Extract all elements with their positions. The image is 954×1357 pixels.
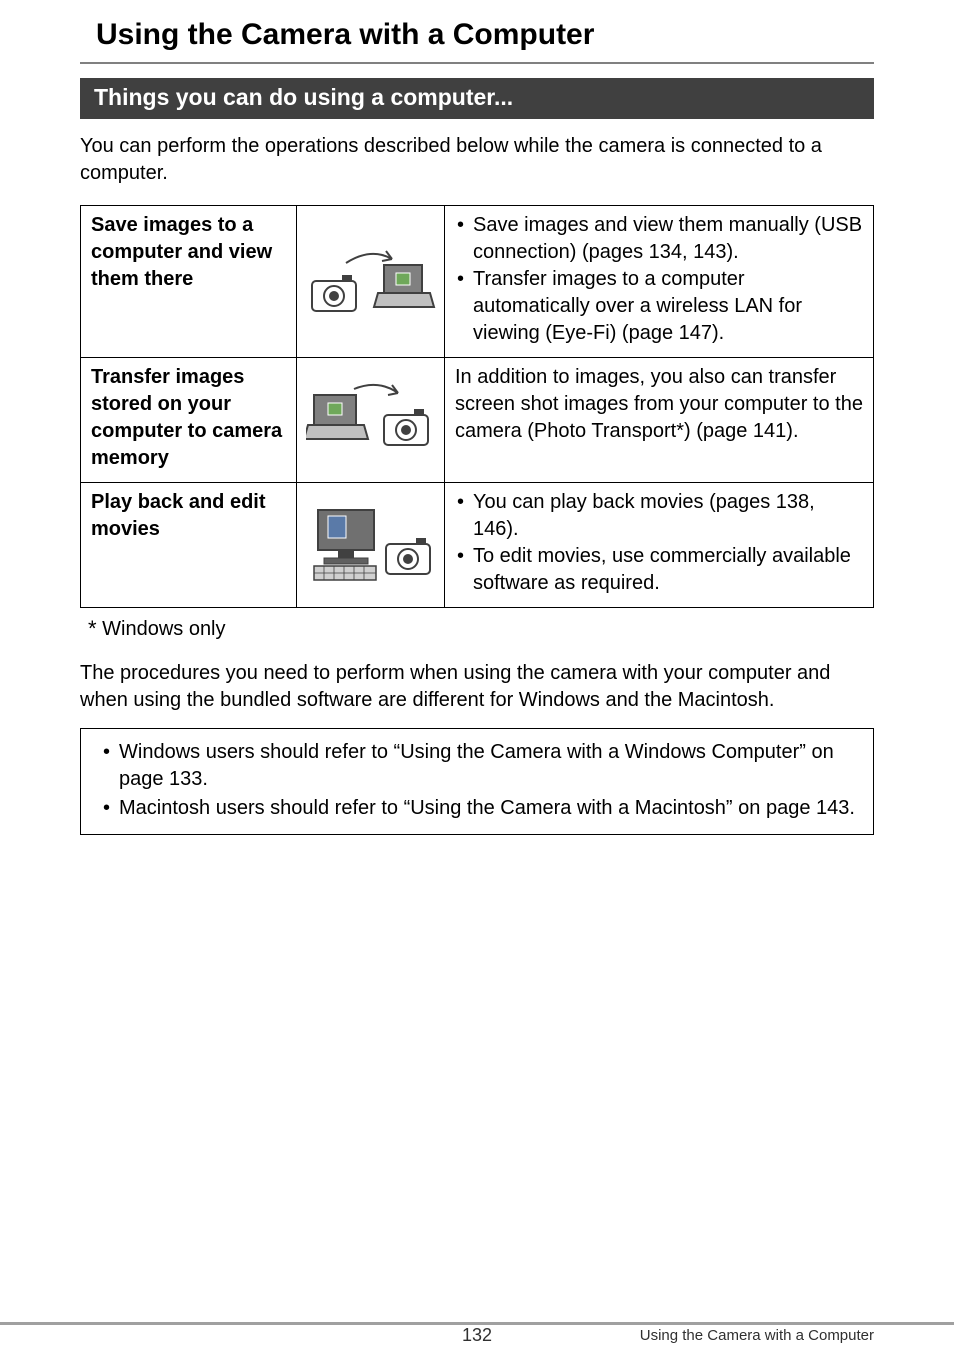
operation-title: Save images to a computer and view them … bbox=[81, 206, 297, 358]
operations-table: Save images to a computer and view them … bbox=[80, 205, 874, 608]
reference-item: Windows users should refer to “Using the… bbox=[95, 739, 859, 793]
content-area: Using the Camera with a Computer Things … bbox=[0, 0, 954, 835]
page-number: 132 bbox=[462, 1325, 492, 1346]
desc-item: Transfer images to a computer automatica… bbox=[455, 266, 863, 347]
intro-paragraph: You can perform the operations described… bbox=[80, 133, 874, 187]
footer-text: Using the Camera with a Computer bbox=[640, 1327, 874, 1344]
operation-illustration-cell bbox=[297, 358, 445, 483]
camera-to-laptop-icon bbox=[306, 237, 436, 327]
laptop-to-camera-icon bbox=[306, 375, 436, 465]
footnote-marker: * bbox=[88, 616, 97, 641]
operation-title: Play back and edit movies bbox=[81, 483, 297, 608]
page-footer: 132 Using the Camera with a Computer bbox=[0, 1322, 954, 1335]
table-row: Transfer images stored on your computer … bbox=[81, 358, 874, 483]
operation-illustration-cell bbox=[297, 483, 445, 608]
table-row: Save images to a computer and view them … bbox=[81, 206, 874, 358]
operation-description: In addition to images, you also can tran… bbox=[445, 358, 874, 483]
procedures-paragraph: The procedures you need to perform when … bbox=[80, 660, 874, 714]
desc-item: Save images and view them manually (USB … bbox=[455, 212, 863, 266]
operation-illustration-cell bbox=[297, 206, 445, 358]
operation-title: Transfer images stored on your computer … bbox=[81, 358, 297, 483]
desc-item: You can play back movies (pages 138, 146… bbox=[455, 489, 863, 543]
reference-item: Macintosh users should refer to “Using t… bbox=[95, 795, 859, 822]
operation-description: You can play back movies (pages 138, 146… bbox=[445, 483, 874, 608]
section-heading: Things you can do using a computer... bbox=[80, 78, 874, 119]
reference-box: Windows users should refer to “Using the… bbox=[80, 728, 874, 835]
footnote-text: Windows only bbox=[102, 618, 225, 640]
operation-description: Save images and view them manually (USB … bbox=[445, 206, 874, 358]
table-row: Play back and edit movies bbox=[81, 483, 874, 608]
desc-item: To edit movies, use commercially availab… bbox=[455, 543, 863, 597]
page: Using the Camera with a Computer Things … bbox=[0, 0, 954, 1357]
page-title: Using the Camera with a Computer bbox=[80, 18, 874, 64]
monitor-camera-icon bbox=[306, 500, 436, 590]
footnote: * Windows only bbox=[88, 616, 874, 642]
